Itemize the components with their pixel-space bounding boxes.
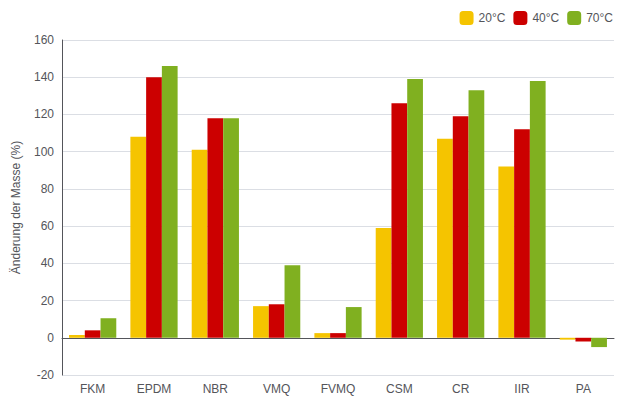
svg-text:NBR: NBR [203,382,229,396]
svg-text:IIR: IIR [514,382,530,396]
svg-text:20°C: 20°C [479,11,506,25]
svg-text:CSM: CSM [386,382,413,396]
svg-text:FVMQ: FVMQ [321,382,356,396]
svg-text:20: 20 [41,294,55,308]
svg-text:80: 80 [41,182,55,196]
svg-text:0: 0 [47,331,54,345]
svg-text:EPDM: EPDM [137,382,172,396]
svg-text:Änderung der Masse (%): Änderung der Masse (%) [9,141,23,274]
svg-text:160: 160 [34,33,54,47]
svg-text:40°C: 40°C [532,11,559,25]
svg-text:100: 100 [34,145,54,159]
svg-text:120: 120 [34,107,54,121]
svg-text:VMQ: VMQ [263,382,290,396]
svg-text:140: 140 [34,70,54,84]
svg-text:FKM: FKM [80,382,105,396]
svg-text:-20: -20 [37,368,55,382]
svg-text:40: 40 [41,256,55,270]
svg-text:60: 60 [41,219,55,233]
svg-text:PA: PA [576,382,591,396]
svg-text:CR: CR [452,382,470,396]
svg-text:70°C: 70°C [586,11,613,25]
